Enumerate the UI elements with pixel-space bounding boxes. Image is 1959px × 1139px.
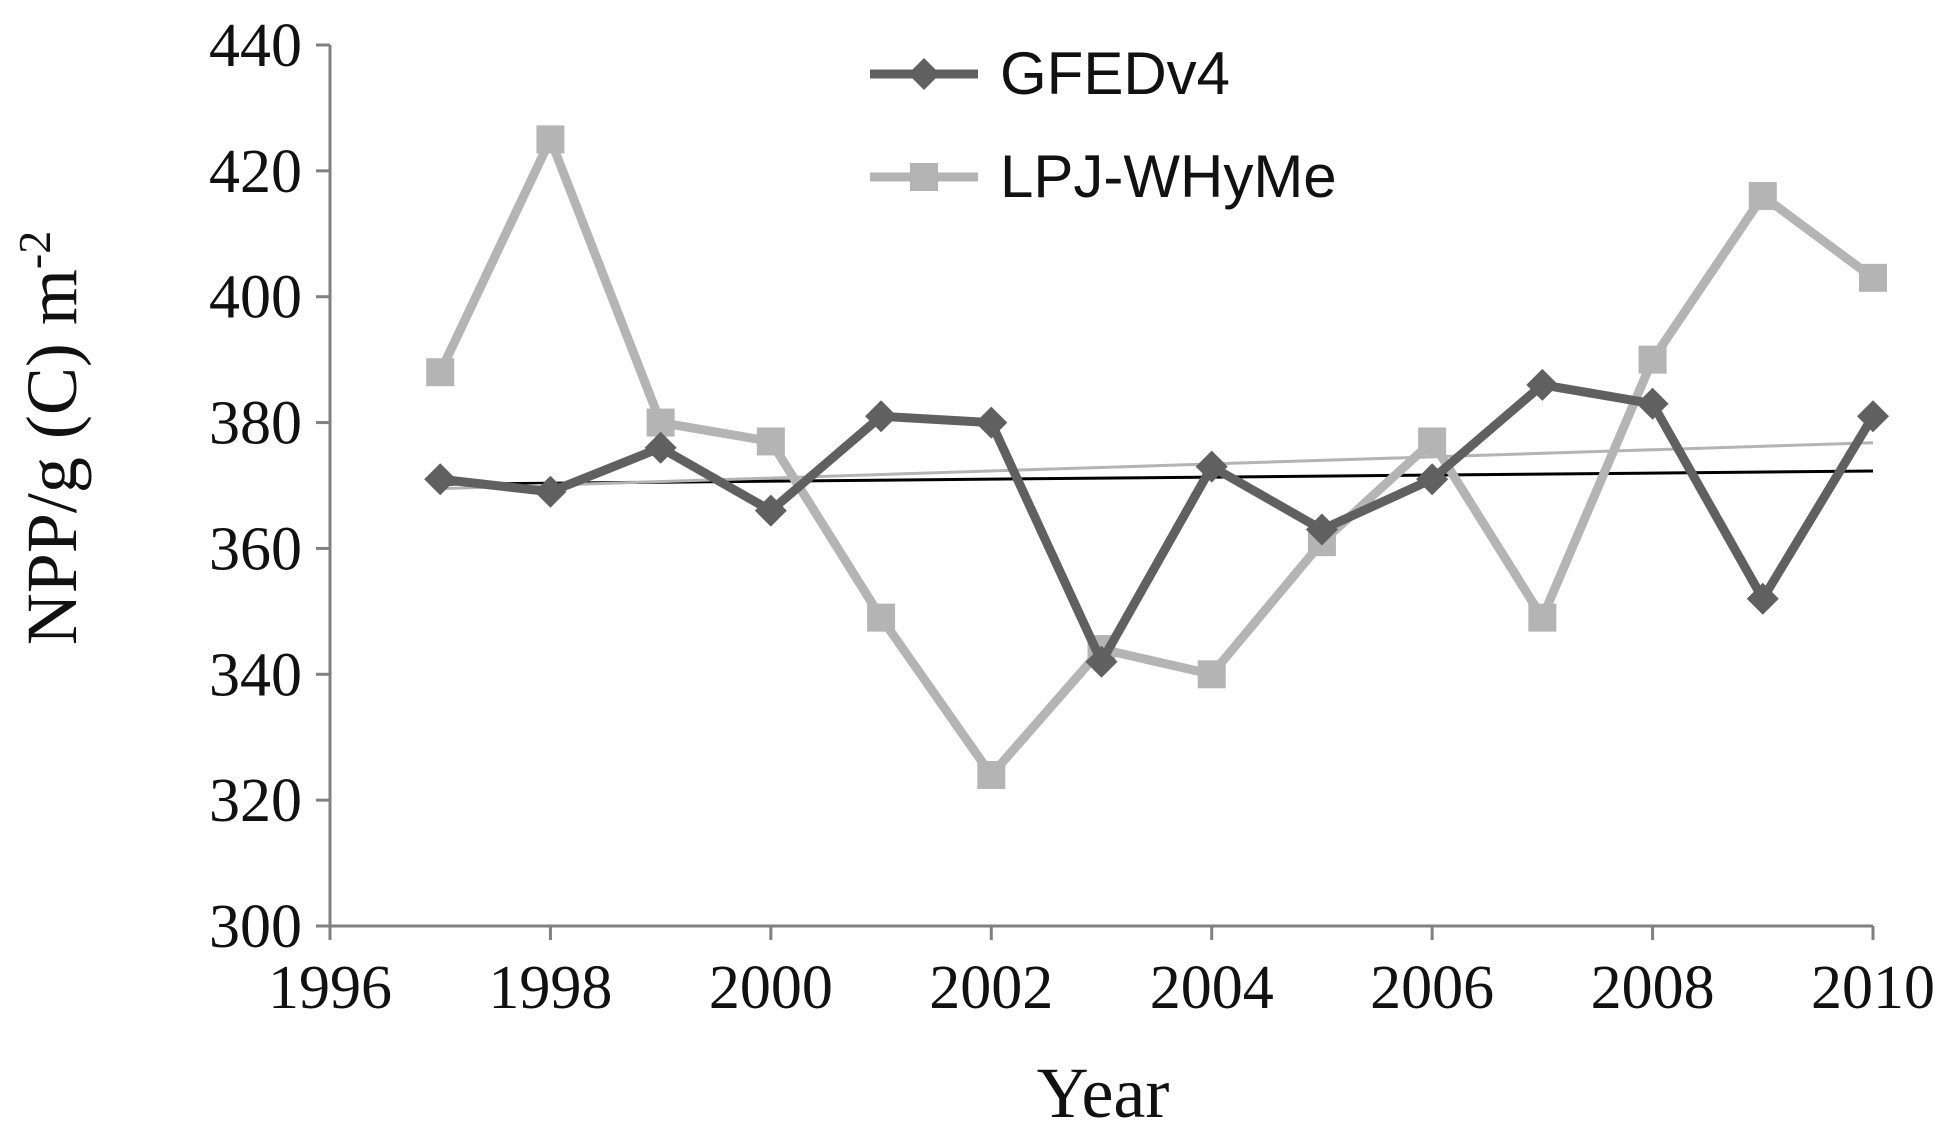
data-point (1416, 463, 1449, 496)
trendline-lpj-whyme (440, 441, 1874, 491)
y-tick-label: 320 (209, 767, 302, 835)
series-layer (424, 125, 1889, 789)
legend-marker (908, 58, 940, 90)
data-point (975, 406, 1008, 439)
axes: 300 320 340 360 380 400 420 440 1996 1998 2000 2002… (209, 12, 1935, 1022)
y-tick-label: 360 (209, 515, 302, 583)
data-point (756, 427, 785, 456)
series-gfedv4 (424, 368, 1889, 678)
y-tick-label: 420 (209, 138, 302, 206)
data-point (1418, 427, 1447, 456)
legend-item-lpj-whyme: LPJ-WHyMe (870, 143, 1337, 210)
data-point (644, 431, 677, 464)
legend-label: LPJ-WHyMe (1000, 143, 1337, 210)
legend-marker (910, 163, 938, 191)
data-point (1638, 345, 1667, 374)
y-axis-title-main: NPP/g (C) m (12, 269, 92, 645)
data-point (424, 463, 457, 496)
x-tick-label: 2010 (1811, 954, 1935, 1022)
x-axis-title: Year (1037, 1053, 1170, 1133)
y-axis-title-superscript: -2 (9, 231, 60, 269)
data-point (1305, 513, 1338, 546)
data-point (1197, 660, 1226, 689)
data-point (1748, 182, 1777, 211)
x-tick-label: 2000 (709, 954, 833, 1022)
y-tick-label: 400 (209, 264, 302, 332)
data-point (426, 358, 455, 387)
x-tick-label: 2002 (929, 954, 1053, 1022)
data-point (536, 125, 565, 154)
series-line (439, 380, 1877, 667)
data-point (1528, 603, 1557, 632)
y-tick-label: 300 (209, 893, 302, 961)
data-point (1085, 645, 1118, 678)
data-point (1746, 582, 1779, 615)
x-tick-label: 1998 (488, 954, 612, 1022)
data-point (1636, 387, 1669, 420)
data-point (1857, 400, 1889, 433)
x-tick-label: 2006 (1370, 954, 1494, 1022)
data-point (1859, 263, 1887, 292)
x-tick-label: 2008 (1591, 954, 1715, 1022)
legend-item-gfedv4: GFEDv4 (870, 40, 1230, 107)
y-tick-label: 440 (209, 12, 302, 80)
legend-label: GFEDv4 (1000, 40, 1230, 107)
data-point (1526, 368, 1559, 401)
data-point (1195, 450, 1228, 483)
legend: GFEDv4 LPJ-WHyMe (870, 40, 1337, 210)
y-tick-label: 380 (209, 390, 302, 458)
data-point (754, 494, 787, 527)
data-point (865, 400, 898, 433)
x-tick-label: 2004 (1150, 954, 1274, 1022)
trendlines (440, 441, 1874, 491)
data-point (867, 603, 896, 632)
data-point (534, 475, 567, 508)
data-point (977, 760, 1006, 789)
y-axis-title: NPP/g (C) m-2 (9, 231, 92, 645)
y-tick-label: 340 (209, 641, 302, 709)
x-tick-label: 1996 (268, 954, 392, 1022)
